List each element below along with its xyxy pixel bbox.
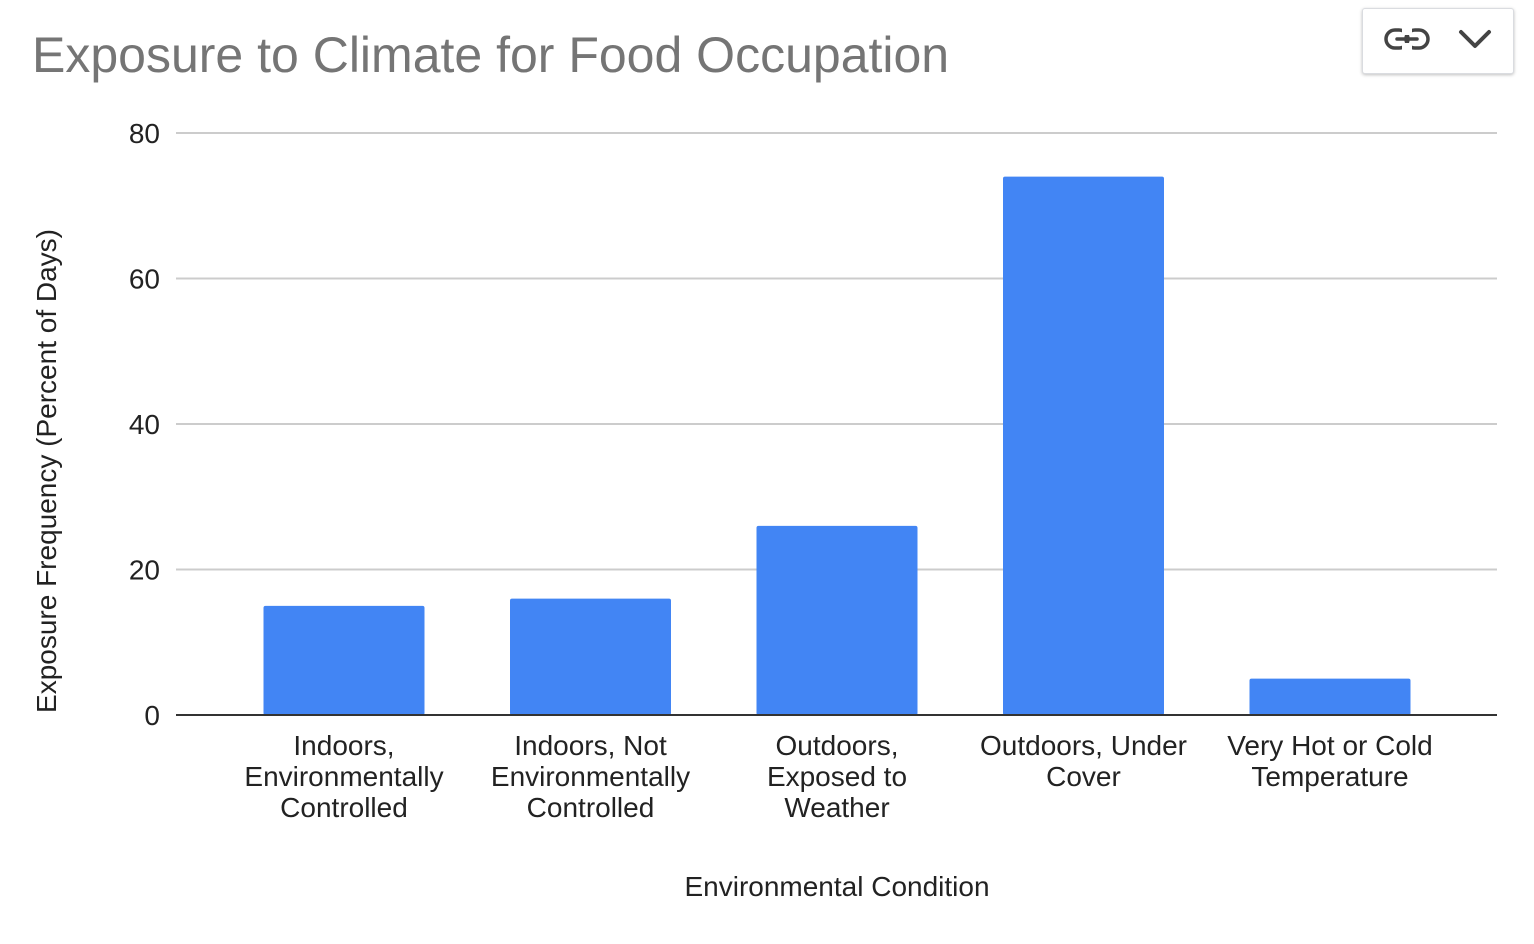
x-category-label: Very Hot or Cold Temperature xyxy=(1227,730,1432,792)
y-tick-label: 0 xyxy=(144,700,160,731)
bar xyxy=(756,525,918,715)
dropdown-button[interactable] xyxy=(1451,17,1499,65)
gridlines xyxy=(176,132,1497,571)
x-axis-title: Environmental Condition xyxy=(684,871,989,902)
x-category-labels: Indoors, Environmentally Controlled Indoors… xyxy=(244,730,1432,823)
y-tick-label: 40 xyxy=(129,409,160,440)
y-axis-title: Exposure Frequency (Percent of Days) xyxy=(31,229,62,713)
x-category-label: Outdoors, Exposed to Weather xyxy=(767,730,907,823)
link-button[interactable] xyxy=(1383,17,1431,65)
x-category-label: Indoors, Environmentally Controlled xyxy=(244,730,443,823)
chart-title: Exposure to Climate for Food Occupation xyxy=(32,27,950,83)
y-tick-label: 20 xyxy=(129,555,160,586)
chart-toolbar xyxy=(1362,8,1514,74)
chevron-down-icon xyxy=(1457,27,1493,56)
bars xyxy=(263,176,1411,715)
bar xyxy=(1003,176,1164,715)
y-tick-label: 60 xyxy=(129,264,160,295)
x-category-label: Indoors, Not Environmentally Controlled xyxy=(491,730,690,823)
x-category-label: Outdoors, Under Cover xyxy=(980,730,1187,792)
bar xyxy=(510,598,671,715)
bar xyxy=(1249,678,1411,715)
y-tick-labels: 0 20 40 60 80 xyxy=(129,118,160,731)
bar xyxy=(263,605,425,715)
link-icon xyxy=(1383,25,1431,58)
y-tick-label: 80 xyxy=(129,118,160,149)
